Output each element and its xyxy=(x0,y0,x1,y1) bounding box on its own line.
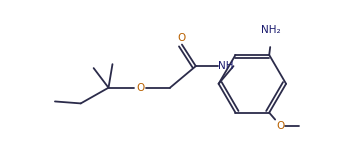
Text: NH: NH xyxy=(218,61,233,71)
Text: O: O xyxy=(178,33,186,43)
Text: O: O xyxy=(136,83,144,93)
Text: O: O xyxy=(276,121,284,131)
Text: NH₂: NH₂ xyxy=(261,25,281,35)
